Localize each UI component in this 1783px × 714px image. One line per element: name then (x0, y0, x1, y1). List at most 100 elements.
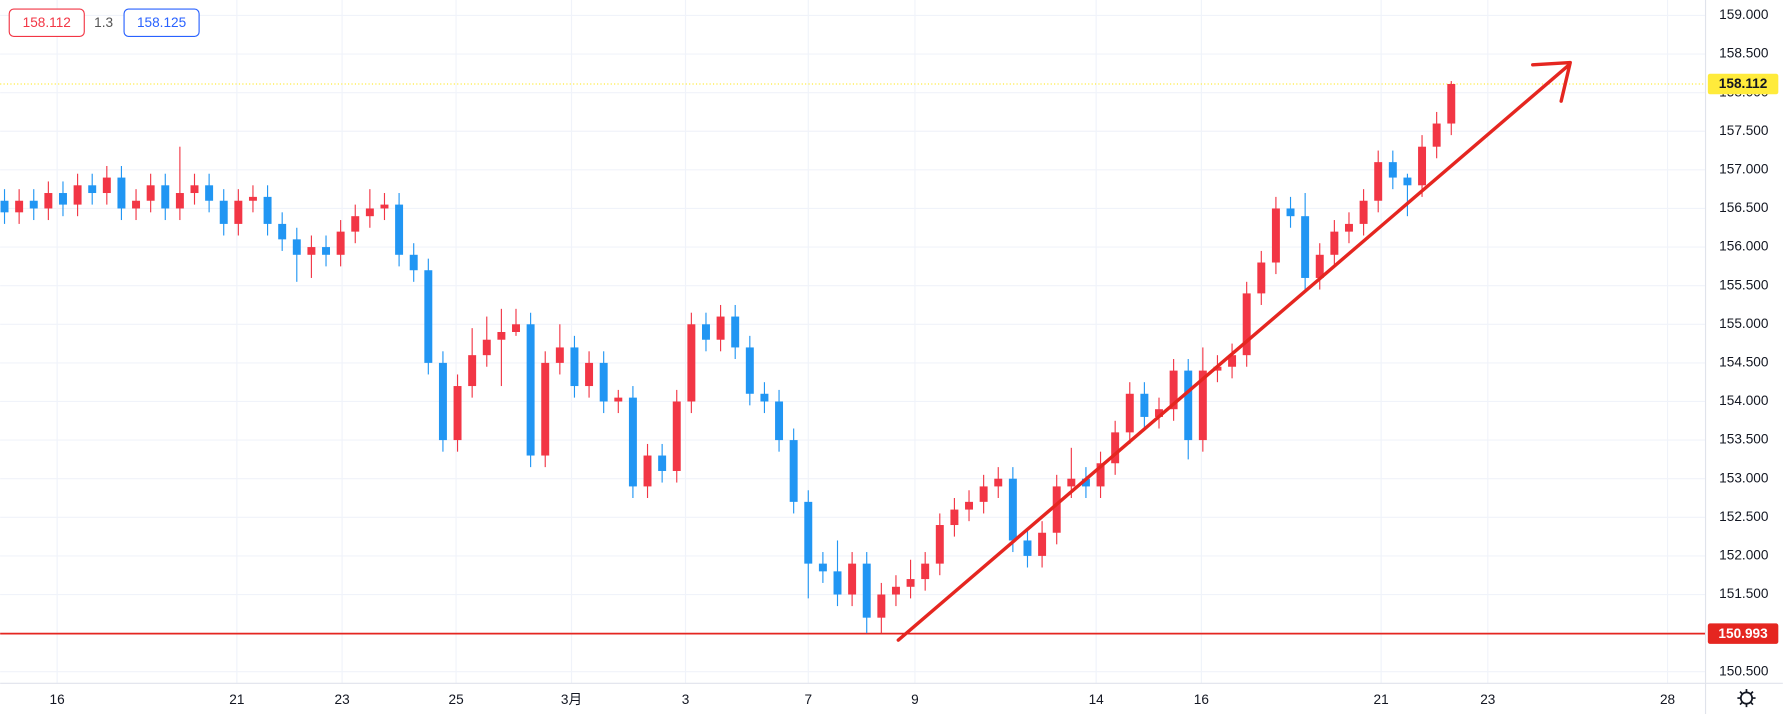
candle-body (950, 509, 959, 526)
candle-body (1315, 254, 1324, 278)
candle-body (833, 571, 842, 595)
candle-body (351, 216, 360, 232)
candle-body (102, 177, 111, 194)
candle-body (117, 177, 126, 209)
candle-body (891, 586, 900, 595)
candle-body (58, 193, 67, 205)
candle-body (15, 200, 24, 213)
y-tick-label: 154.000 (1719, 393, 1769, 408)
candle-body (1432, 123, 1441, 147)
candle-body (146, 185, 155, 201)
candle-body (818, 563, 827, 572)
candle-body (205, 185, 214, 201)
candle-body (1374, 162, 1383, 201)
candle-body (570, 347, 579, 387)
settings-icon[interactable] (1737, 688, 1756, 708)
y-tick-label: 159.000 (1719, 7, 1769, 22)
y-tick-label: 157.500 (1719, 123, 1769, 138)
candle-body (161, 185, 170, 209)
candle-body (906, 579, 915, 587)
candle-body (1418, 146, 1427, 186)
candle-body (1388, 162, 1397, 178)
y-tick-label: 151.500 (1719, 586, 1769, 601)
candle-body (234, 200, 243, 224)
candle-body (88, 185, 97, 194)
x-tick-label: 7 (804, 692, 812, 707)
candle-body (438, 362, 447, 441)
candle-body (73, 185, 82, 205)
candle-body (935, 525, 944, 564)
candle-body (1286, 208, 1295, 217)
candle-body (175, 193, 184, 209)
candle-body (1359, 200, 1368, 224)
candle-body (468, 355, 477, 387)
candle-body (336, 231, 345, 255)
candle-body (1081, 478, 1090, 487)
candle-body (701, 324, 710, 340)
trend-arrow (896, 60, 1572, 642)
candle-body (1184, 370, 1193, 441)
candle-body (526, 324, 535, 456)
x-tick-label: 21 (229, 692, 244, 707)
candle-body (278, 223, 287, 240)
candle-body (1301, 216, 1310, 278)
candle-body (877, 594, 886, 618)
candle-body (190, 185, 199, 194)
y-tick-label: 158.500 (1719, 46, 1769, 61)
candle-body (848, 563, 857, 595)
candle-body (716, 316, 725, 340)
candle-body (1228, 355, 1237, 367)
spread-text: 1.3 (94, 15, 113, 30)
arrow-head (1531, 60, 1572, 103)
price-labels: 158.112 150.993 (1707, 73, 1779, 644)
y-tick-label: 156.000 (1719, 239, 1769, 254)
candle-body (643, 455, 652, 487)
candle-body (555, 347, 564, 363)
price-label-box (1707, 73, 1779, 95)
candle-body (132, 200, 141, 209)
candle-body (628, 397, 637, 487)
candle-body (1330, 231, 1339, 255)
bid-box[interactable] (8, 8, 85, 37)
price-lines (0, 83, 1706, 635)
candle-body (1403, 177, 1412, 186)
candle-body (731, 316, 740, 348)
candle-body (658, 455, 667, 471)
candle-body (1023, 540, 1032, 556)
candle-body (395, 204, 404, 255)
candle-body (453, 386, 462, 441)
candle-body (1008, 478, 1017, 541)
candle-body (687, 324, 696, 402)
candle-body (1169, 370, 1178, 410)
price-label: 158.112 (1719, 76, 1768, 91)
candle-body (599, 362, 608, 402)
price-label-box (1707, 623, 1779, 644)
candle-body (248, 196, 257, 201)
candle-body (1198, 370, 1207, 441)
candle-body (862, 563, 871, 618)
y-tick-label: 157.000 (1719, 161, 1769, 176)
candle-body (614, 397, 623, 402)
x-tick-label: 16 (1194, 692, 1209, 707)
x-tick-label: 3月 (561, 692, 582, 707)
x-tick-label: 14 (1089, 692, 1105, 707)
ask-box[interactable] (123, 8, 200, 37)
candle-body (482, 339, 491, 356)
x-tick-label: 16 (50, 692, 65, 707)
y-tick-label: 156.500 (1719, 200, 1769, 215)
x-tick-label: 23 (1480, 692, 1495, 707)
bid-text: 158.112 (23, 15, 71, 30)
x-tick-label: 23 (335, 692, 350, 707)
candles (0, 81, 1456, 634)
candle-body (1344, 223, 1353, 232)
time-axis: 16 21 23 25 3月 3 7 9 14 16 21 23 28 (50, 692, 1676, 707)
ask-text: 158.125 (137, 15, 186, 30)
y-tick-label: 153.000 (1719, 470, 1769, 485)
candle-body (1271, 208, 1280, 263)
candle-body (512, 324, 520, 333)
candle-body (994, 478, 1003, 487)
candle-body (1140, 393, 1149, 417)
y-tick-label: 155.000 (1719, 316, 1769, 331)
x-tick-label: 21 (1374, 692, 1389, 707)
